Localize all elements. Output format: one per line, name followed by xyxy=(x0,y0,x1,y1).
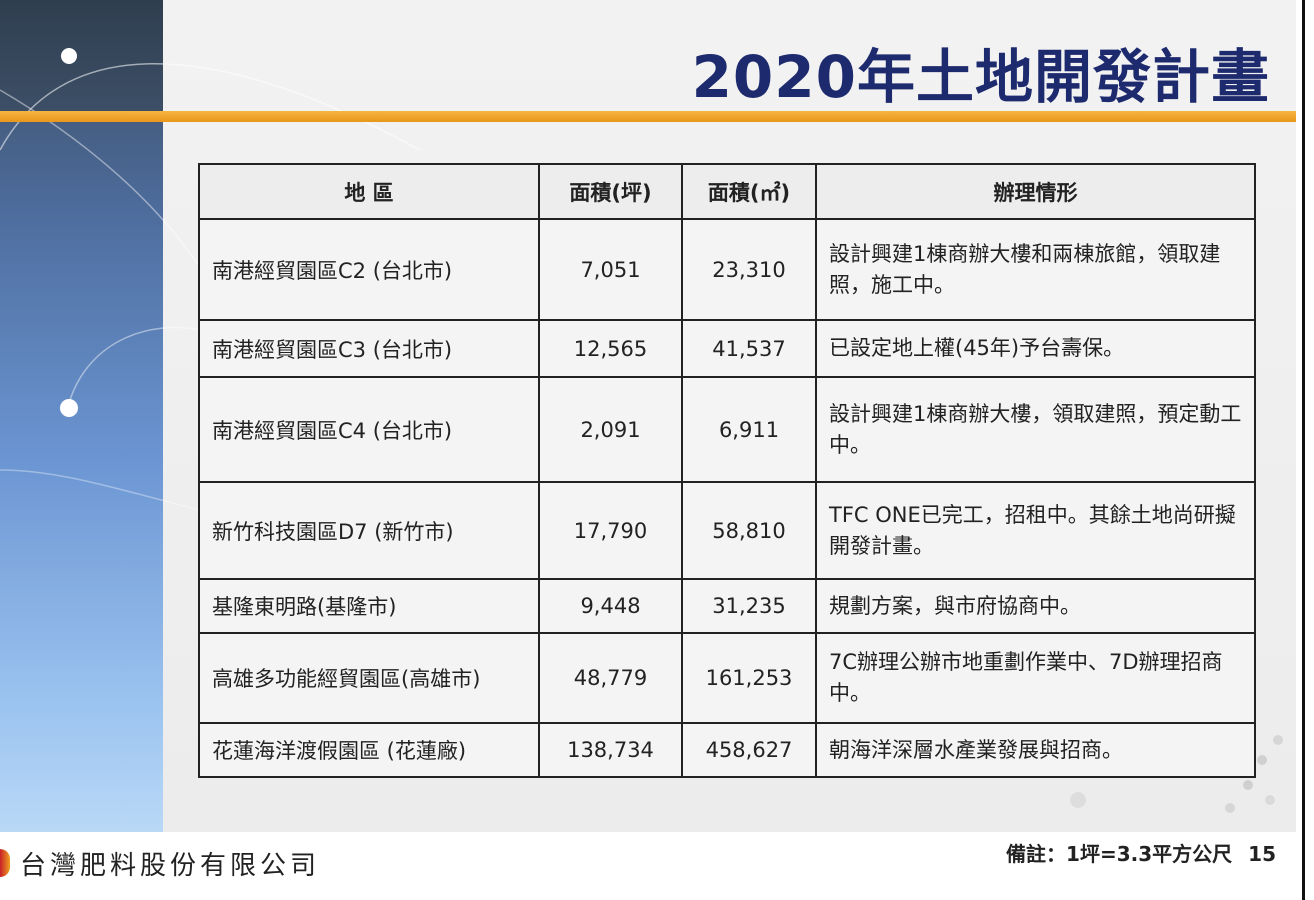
cell-ping: 7,051 xyxy=(538,218,683,321)
cell-status: TFC ONE已完工，招租中。其餘土地尚研擬開發計畫。 xyxy=(815,481,1256,580)
header-area-ping: 面積(坪) xyxy=(538,163,683,220)
header-status: 辦理情形 xyxy=(815,163,1256,220)
cell-ping: 12,565 xyxy=(538,319,683,378)
cell-area: 南港經貿園區C2 (台北市) xyxy=(198,218,540,321)
cell-status: 設計興建1棟商辦大樓和兩棟旅館，領取建照，施工中。 xyxy=(815,218,1256,321)
cell-area: 高雄多功能經貿園區(高雄市) xyxy=(198,632,540,724)
table-row: 南港經貿園區C3 (台北市) 12,565 41,537 已設定地上權(45年)… xyxy=(198,319,1256,378)
cell-sqm: 41,537 xyxy=(681,319,817,378)
unit-note: 備註：1坪=3.3平方公尺 xyxy=(1006,842,1233,866)
cell-area: 花蓮海洋渡假園區 (花蓮廠) xyxy=(198,722,540,778)
cell-status: 設計興建1棟商辦大樓，領取建照，預定動工中。 xyxy=(815,376,1256,483)
table-row: 新竹科技園區D7 (新竹市) 17,790 58,810 TFC ONE已完工，… xyxy=(198,481,1256,580)
footer-note: 備註：1坪=3.3平方公尺 15 xyxy=(1006,838,1276,867)
cell-ping: 2,091 xyxy=(538,376,683,483)
decorative-orbit-lines xyxy=(60,48,1283,813)
left-gradient-panel xyxy=(0,0,163,832)
cell-ping: 138,734 xyxy=(538,722,683,778)
header-area-sqm: 面積(㎡) xyxy=(681,163,817,220)
slide: 2020年土地開發計畫 地 區 面積(坪) 面積(㎡) 辦理情形 南港經貿園區C… xyxy=(0,0,1296,832)
cell-ping: 17,790 xyxy=(538,481,683,580)
table-header-row: 地 區 面積(坪) 面積(㎡) 辦理情形 xyxy=(198,163,1256,220)
table-row: 南港經貿園區C4 (台北市) 2,091 6,911 設計興建1棟商辦大樓，領取… xyxy=(198,376,1256,483)
cell-status: 規劃方案，與市府協商中。 xyxy=(815,578,1256,634)
header-area: 地 區 xyxy=(198,163,540,220)
cell-ping: 48,779 xyxy=(538,632,683,724)
page-title: 2020年土地開發計畫 xyxy=(691,43,1270,111)
right-edge xyxy=(1296,0,1314,900)
right-edge-line xyxy=(1302,0,1305,900)
cell-sqm: 23,310 xyxy=(681,218,817,321)
table-row: 南港經貿園區C2 (台北市) 7,051 23,310 設計興建1棟商辦大樓和兩… xyxy=(198,218,1256,321)
cell-sqm: 161,253 xyxy=(681,632,817,724)
cell-area: 南港經貿園區C3 (台北市) xyxy=(198,319,540,378)
company-name: 台灣肥料股份有限公司 xyxy=(20,850,321,881)
cell-status: 7C辦理公辦市地重劃作業中、7D辦理招商中。 xyxy=(815,632,1256,724)
table-row: 花蓮海洋渡假園區 (花蓮廠) 138,734 458,627 朝海洋深層水產業發… xyxy=(198,722,1256,778)
cell-ping: 9,448 xyxy=(538,578,683,634)
land-development-table: 地 區 面積(坪) 面積(㎡) 辦理情形 南港經貿園區C2 (台北市) 7,05… xyxy=(198,163,1256,778)
cell-status: 已設定地上權(45年)予台壽保。 xyxy=(815,319,1256,378)
cell-area: 新竹科技園區D7 (新竹市) xyxy=(198,481,540,580)
logo-mark-icon xyxy=(0,849,10,877)
cell-sqm: 6,911 xyxy=(681,376,817,483)
left-panel-dark-top xyxy=(0,0,163,118)
page-number: 15 xyxy=(1248,842,1276,866)
cell-area: 南港經貿園區C4 (台北市) xyxy=(198,376,540,483)
company-logo: 台灣肥料股份有限公司 xyxy=(0,843,320,883)
cell-status: 朝海洋深層水產業發展與招商。 xyxy=(815,722,1256,778)
table-row: 基隆東明路(基隆市) 9,448 31,235 規劃方案，與市府協商中。 xyxy=(198,578,1256,634)
title-underline-bar xyxy=(0,111,1296,122)
cell-sqm: 31,235 xyxy=(681,578,817,634)
cell-sqm: 458,627 xyxy=(681,722,817,778)
cell-sqm: 58,810 xyxy=(681,481,817,580)
orbit-dot-middle xyxy=(60,399,78,417)
table-row: 高雄多功能經貿園區(高雄市) 48,779 161,253 7C辦理公辦市地重劃… xyxy=(198,632,1256,724)
orbit-dot-top xyxy=(61,48,77,64)
cell-area: 基隆東明路(基隆市) xyxy=(198,578,540,634)
